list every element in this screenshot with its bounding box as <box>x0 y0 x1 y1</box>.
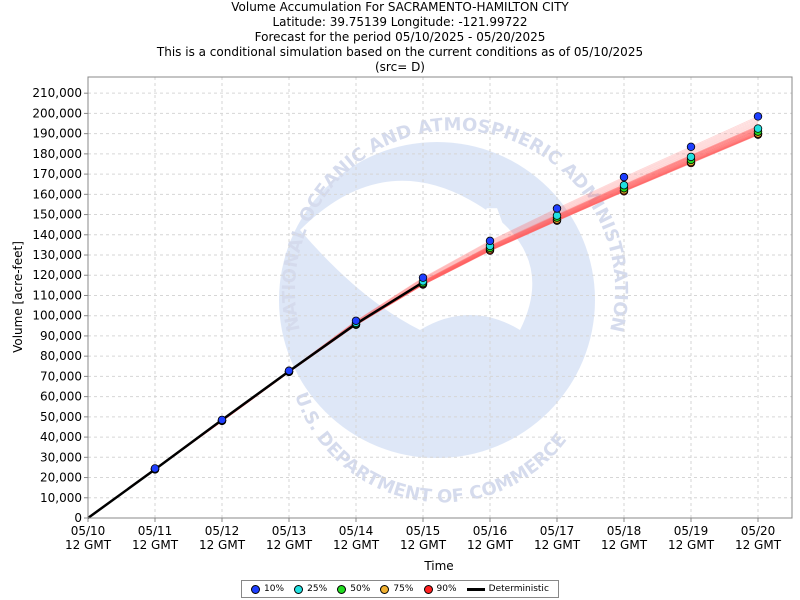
x-tick-time: 12 GMT <box>132 538 179 552</box>
y-tick-label: 120,000 <box>32 268 82 282</box>
point-10pct <box>150 464 160 473</box>
x-tick-date: 05/19 <box>674 524 709 538</box>
x-tick-time: 12 GMT <box>601 538 648 552</box>
y-tick-label: 190,000 <box>32 127 82 141</box>
chart-subtitle-period: Forecast for the period 05/10/2025 - 05/… <box>254 30 546 44</box>
point-10pct <box>552 204 562 213</box>
y-tick-label: 30,000 <box>40 450 82 464</box>
legend-marker <box>380 584 390 594</box>
point-25pct <box>753 124 763 133</box>
y-tick-label: 100,000 <box>32 309 82 323</box>
legend-item-deterministic: Deterministic <box>466 584 549 594</box>
chart-subtitle-source: (src= D) <box>375 60 425 74</box>
chart-axes: 0 10,000 20,000 30,000 40,000 50,000 60,000 70,… <box>32 76 793 552</box>
y-tick-label: 200,000 <box>32 106 82 120</box>
y-axis-label: Volume [acre-feet] <box>11 241 25 353</box>
y-tick-label: 160,000 <box>32 187 82 201</box>
x-tick-time: 12 GMT <box>668 538 715 552</box>
legend-label: Deterministic <box>488 584 549 594</box>
y-tick-label: 70,000 <box>40 369 82 383</box>
y-tick-label: 50,000 <box>40 410 82 424</box>
exceedance-points <box>150 112 763 474</box>
noaa-watermark: NATIONAL OCEANIC AND ATMOSPHERIC ADMINIS… <box>279 114 631 507</box>
x-tick-date: 05/13 <box>272 524 307 538</box>
legend-item-10pct: 10% <box>251 584 284 594</box>
y-tick-label: 130,000 <box>32 248 82 262</box>
legend-label: 90% <box>436 584 457 594</box>
point-10pct <box>485 236 495 246</box>
y-tick-label: 90,000 <box>40 329 82 343</box>
legend-item-25pct: 25% <box>294 584 327 594</box>
x-tick-time: 12 GMT <box>199 538 246 552</box>
chart-subtitle-conditions: This is a conditional simulation based o… <box>156 45 644 59</box>
legend-item-50pct: 50% <box>337 584 370 594</box>
chart-subtitle-location: Latitude: 39.75139 Longitude: -121.99722 <box>272 15 528 29</box>
point-10pct <box>418 273 428 282</box>
y-tick-label: 110,000 <box>32 288 82 302</box>
point-25pct <box>552 211 562 220</box>
point-25pct <box>619 181 629 190</box>
y-tick-label: 10,000 <box>40 491 82 505</box>
point-10pct <box>686 142 696 151</box>
plot-frame <box>87 76 793 519</box>
y-tick-label: 150,000 <box>32 208 82 222</box>
y-tick-label: 80,000 <box>40 349 82 363</box>
legend-marker <box>251 584 261 594</box>
y-tick-label: 60,000 <box>40 390 82 404</box>
x-tick-time: 12 GMT <box>735 538 782 552</box>
x-tick-time: 12 GMT <box>400 538 447 552</box>
x-tick-date: 05/16 <box>473 524 508 538</box>
x-tick-date: 05/18 <box>607 524 642 538</box>
x-tick-time: 12 GMT <box>534 538 581 552</box>
x-tick-time: 12 GMT <box>65 538 112 552</box>
legend-line-marker <box>466 587 485 591</box>
chart-grid <box>87 77 792 519</box>
point-10pct <box>753 112 763 121</box>
legend-label: 25% <box>307 584 328 594</box>
point-10pct <box>284 366 294 375</box>
deterministic-line <box>87 281 424 520</box>
x-tick-time: 12 GMT <box>333 538 380 552</box>
y-tick-label: 20,000 <box>40 471 82 485</box>
chart-titles: Volume Accumulation For SACRAMENTO-HAMIL… <box>0 0 800 75</box>
legend-label: 75% <box>393 584 414 594</box>
x-tick-date: 05/14 <box>339 524 374 538</box>
y-tick-label: 140,000 <box>32 228 82 242</box>
chart-title: Volume Accumulation For SACRAMENTO-HAMIL… <box>231 0 569 14</box>
x-tick-date: 05/15 <box>406 524 441 538</box>
x-tick-date: 05/11 <box>138 524 173 538</box>
legend-marker <box>294 584 304 594</box>
x-tick-date: 05/12 <box>205 524 240 538</box>
deterministic-series <box>87 281 424 520</box>
x-tick-time: 12 GMT <box>266 538 313 552</box>
y-tick-label: 0 <box>74 511 82 525</box>
legend-label: 50% <box>350 584 371 594</box>
legend-item-90pct: 90% <box>423 584 457 594</box>
y-tick-label: 180,000 <box>32 147 82 161</box>
point-10pct <box>351 316 361 325</box>
point-10pct <box>217 415 227 425</box>
x-tick-date: 05/20 <box>741 524 776 538</box>
legend-marker <box>423 584 433 594</box>
legend-item-75pct: 75% <box>380 584 413 594</box>
x-tick-date: 05/17 <box>540 524 575 538</box>
watermark-logo-text: NOAA <box>362 199 510 253</box>
chart-legend: 10% 25% 50% 75% 90% Deterministic <box>241 580 559 598</box>
legend-label: 10% <box>264 584 285 594</box>
y-tick-label: 170,000 <box>32 167 82 181</box>
point-10pct <box>619 172 629 182</box>
x-tick-time: 12 GMT <box>467 538 514 552</box>
legend-marker <box>337 584 347 594</box>
point-25pct <box>686 152 696 162</box>
x-tick-date: 05/10 <box>71 524 106 538</box>
y-tick-label: 40,000 <box>40 430 82 444</box>
x-axis-label: Time <box>423 559 453 573</box>
y-tick-label: 210,000 <box>32 86 82 100</box>
